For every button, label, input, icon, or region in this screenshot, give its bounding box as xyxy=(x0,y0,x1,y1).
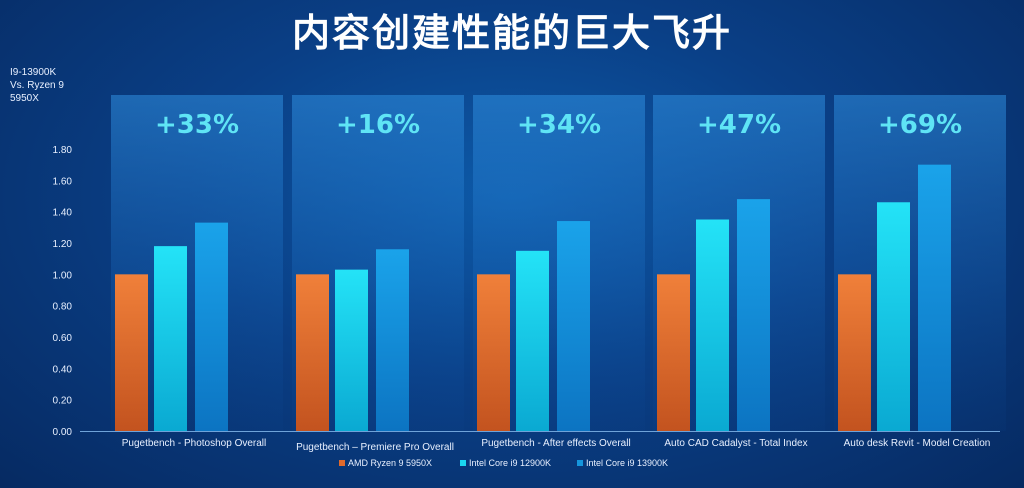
y-tick-label: 0.80 xyxy=(53,302,73,313)
gain-label: +16% xyxy=(336,110,420,140)
bar-1-0 xyxy=(154,246,187,431)
bar-0-2 xyxy=(477,274,510,431)
chart-title: 内容创建性能的巨大飞升 xyxy=(291,11,732,55)
y-caption-line-2: Vs. Ryzen 9 xyxy=(10,80,64,91)
y-tick-label: 0.60 xyxy=(53,333,73,344)
bar-1-4 xyxy=(877,202,910,431)
x-category-label: Auto desk Revit - Model Creation xyxy=(844,438,991,449)
legend-label: Intel Core i9 13900K xyxy=(586,458,668,468)
bar-1-3 xyxy=(696,219,729,431)
bar-2-4 xyxy=(918,164,951,431)
bar-2-2 xyxy=(557,221,590,431)
legend-swatch xyxy=(460,460,466,466)
y-tick-label: 1.00 xyxy=(53,270,73,281)
x-category-label: Pugetbench - After effects Overall xyxy=(481,438,630,449)
legend-swatch xyxy=(339,460,345,466)
bar-1-2 xyxy=(516,250,549,431)
legend-label: AMD Ryzen 9 5950X xyxy=(348,458,432,468)
bar-0-3 xyxy=(657,274,690,431)
bar-2-3 xyxy=(737,199,770,431)
bar-2-0 xyxy=(195,222,228,431)
bar-0-1 xyxy=(296,274,329,431)
x-category-label: Auto CAD Cadalyst - Total Index xyxy=(664,438,807,449)
gain-label: +34% xyxy=(517,110,601,140)
y-caption-line-3: 5950X xyxy=(10,93,39,104)
y-axis-caption: I9-13900K Vs. Ryzen 9 5950X xyxy=(10,66,90,105)
legend-swatch xyxy=(577,460,583,466)
y-caption-line-1: I9-13900K xyxy=(10,67,57,78)
y-tick-label: 1.20 xyxy=(53,239,73,250)
bar-0-4 xyxy=(838,274,871,431)
bar-0-0 xyxy=(115,274,148,431)
x-category-label: Pugetbench - Photoshop Overall xyxy=(122,438,267,449)
bar-2-1 xyxy=(376,249,409,431)
y-tick-label: 0.00 xyxy=(53,427,73,438)
y-tick-label: 1.40 xyxy=(53,208,73,219)
y-tick-label: 0.20 xyxy=(53,396,73,407)
gain-label: +47% xyxy=(697,110,781,140)
bar-1-1 xyxy=(335,269,368,431)
legend-label: Intel Core i9 12900K xyxy=(469,458,551,468)
y-tick-label: 1.60 xyxy=(53,176,73,187)
gain-label: +69% xyxy=(878,110,962,140)
y-tick-label: 0.40 xyxy=(53,364,73,375)
gain-label: +33% xyxy=(155,110,239,140)
x-category-label: Pugetbench – Premiere Pro Overall xyxy=(296,442,454,453)
y-tick-label: 1.80 xyxy=(53,145,73,156)
